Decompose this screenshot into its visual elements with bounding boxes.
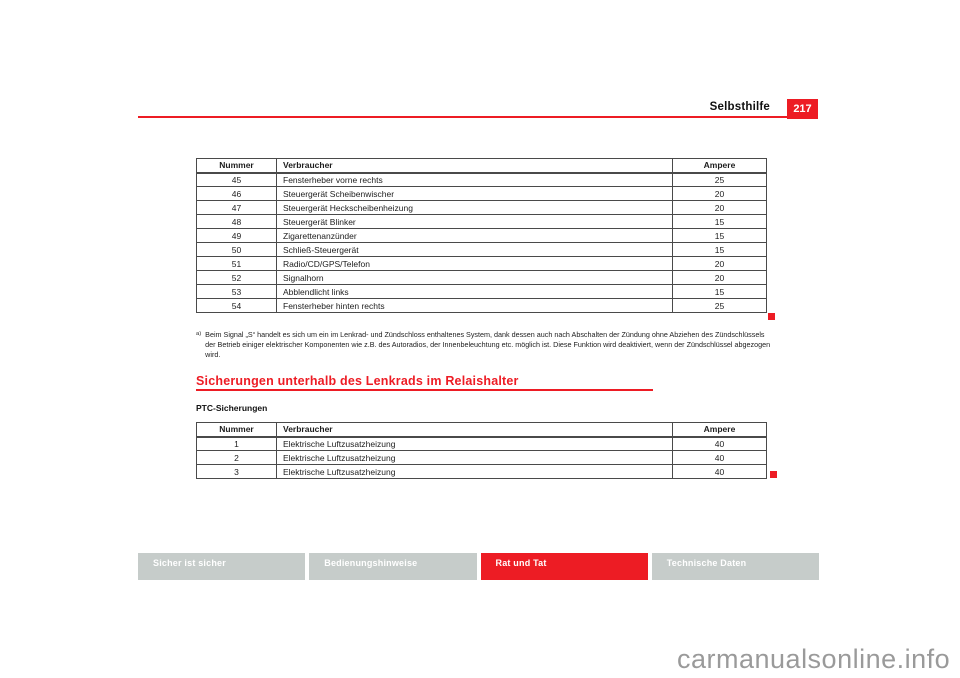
table-cell: 15 <box>672 214 767 229</box>
table-cell: 46 <box>196 186 277 201</box>
table-cell: Steuergerät Heckscheibenheizung <box>276 200 673 215</box>
footnote-marker: a) <box>196 331 202 337</box>
footer-tab-rat-und-tat: Rat und Tat <box>480 553 648 580</box>
footer-tab-sicher-ist-sicher: Sicher ist sicher <box>138 553 306 580</box>
footnote-text: Beim Signal „S“ handelt es sich um ein i… <box>205 330 771 359</box>
table-row: 51 Radio/CD/GPS/Telefon 20 <box>196 256 767 271</box>
table-row: 48 Steuergerät Blinker 15 <box>196 214 767 229</box>
table-cell: Abblendlicht links <box>276 284 673 299</box>
table-cell: 20 <box>672 256 767 271</box>
table-row: 1 Elektrische Luftzusatzheizung 40 <box>196 436 767 451</box>
table-cell: Signalhorn <box>276 270 673 285</box>
table-cell: Steuergerät Blinker <box>276 214 673 229</box>
table-row: 50 Schließ-Steuergerät 15 <box>196 242 767 257</box>
footer-nav: Sicher ist sicher Bedienungshinweise Rat u… <box>138 553 819 580</box>
table-row: 47 Steuergerät Heckscheibenheizung 20 <box>196 200 767 215</box>
table-cell: Steuergerät Scheibenwischer <box>276 186 673 201</box>
table-cell: 15 <box>672 228 767 243</box>
subsection-heading: PTC-Sicherungen <box>196 403 268 413</box>
table-cell: Elektrische Luftzusatzheizung <box>276 450 673 465</box>
table-cell: Zigarettenanzünder <box>276 228 673 243</box>
table-cell: 25 <box>672 172 767 187</box>
column-header: Nummer <box>196 158 277 174</box>
table-header-row: Nummer Verbraucher Ampere <box>196 422 767 438</box>
section-heading: Sicherungen unterhalb des Lenkrads im Re… <box>196 374 519 388</box>
column-header: Verbraucher <box>276 422 673 438</box>
table-row: 52 Signalhorn 20 <box>196 270 767 285</box>
table-cell: 50 <box>196 242 277 257</box>
footer-tab-technische-daten: Technische Daten <box>651 553 819 580</box>
table-cell: 20 <box>672 186 767 201</box>
table-cell: 53 <box>196 284 277 299</box>
table-cell: 48 <box>196 214 277 229</box>
section-end-marker-icon <box>770 471 777 478</box>
table-header-row: Nummer Verbraucher Ampere <box>196 158 767 174</box>
table-cell: 49 <box>196 228 277 243</box>
table-row: 46 Steuergerät Scheibenwischer 20 <box>196 186 767 201</box>
column-header: Nummer <box>196 422 277 438</box>
table-cell: Radio/CD/GPS/Telefon <box>276 256 673 271</box>
table-cell: Fensterheber hinten rechts <box>276 298 673 313</box>
column-header: Verbraucher <box>276 158 673 174</box>
table-cell: 15 <box>672 284 767 299</box>
table-cell: Elektrische Luftzusatzheizung <box>276 464 673 479</box>
footnote: a) Beim Signal „S“ handelt es sich um ei… <box>196 330 772 359</box>
table-cell: 15 <box>672 242 767 257</box>
table-cell: 54 <box>196 298 277 313</box>
table-row: 45 Fensterheber vorne rechts 25 <box>196 172 767 187</box>
column-header: Ampere <box>672 422 767 438</box>
page-number-badge: 217 <box>787 99 818 119</box>
watermark: carmanualsonline.info <box>677 644 951 674</box>
fuse-table-engine: Nummer Verbraucher Ampere 45 Fensterheber v… <box>196 158 767 313</box>
table-row: 54 Fensterheber hinten rechts 25 <box>196 298 767 313</box>
table-row: 49 Zigarettenanzünder 15 <box>196 228 767 243</box>
table-cell: 47 <box>196 200 277 215</box>
table-row: 53 Abblendlicht links 15 <box>196 284 767 299</box>
table-row: 3 Elektrische Luftzusatzheizung 40 <box>196 464 767 479</box>
fuse-table-ptc: Nummer Verbraucher Ampere 1 Elektrische Luf… <box>196 422 767 479</box>
table-cell: Schließ-Steuergerät <box>276 242 673 257</box>
table-cell: 3 <box>196 464 277 479</box>
column-header: Ampere <box>672 158 767 174</box>
table-cell: 40 <box>672 436 767 451</box>
table-cell: 45 <box>196 172 277 187</box>
table-cell: 52 <box>196 270 277 285</box>
section-end-marker-icon <box>768 313 775 320</box>
table-cell: 25 <box>672 298 767 313</box>
table-cell: 40 <box>672 464 767 479</box>
footer-tab-bedienungshinweise: Bedienungshinweise <box>309 553 477 580</box>
table-cell: 20 <box>672 200 767 215</box>
table-row: 2 Elektrische Luftzusatzheizung 40 <box>196 450 767 465</box>
page-title: Selbsthilfe <box>709 101 770 113</box>
table-cell: Elektrische Luftzusatzheizung <box>276 436 673 451</box>
header-rule <box>138 116 787 118</box>
table-cell: 2 <box>196 450 277 465</box>
table-cell: 40 <box>672 450 767 465</box>
table-cell: Fensterheber vorne rechts <box>276 172 673 187</box>
table-cell: 20 <box>672 270 767 285</box>
table-cell: 51 <box>196 256 277 271</box>
table-cell: 1 <box>196 436 277 451</box>
section-heading-underline <box>196 389 653 391</box>
